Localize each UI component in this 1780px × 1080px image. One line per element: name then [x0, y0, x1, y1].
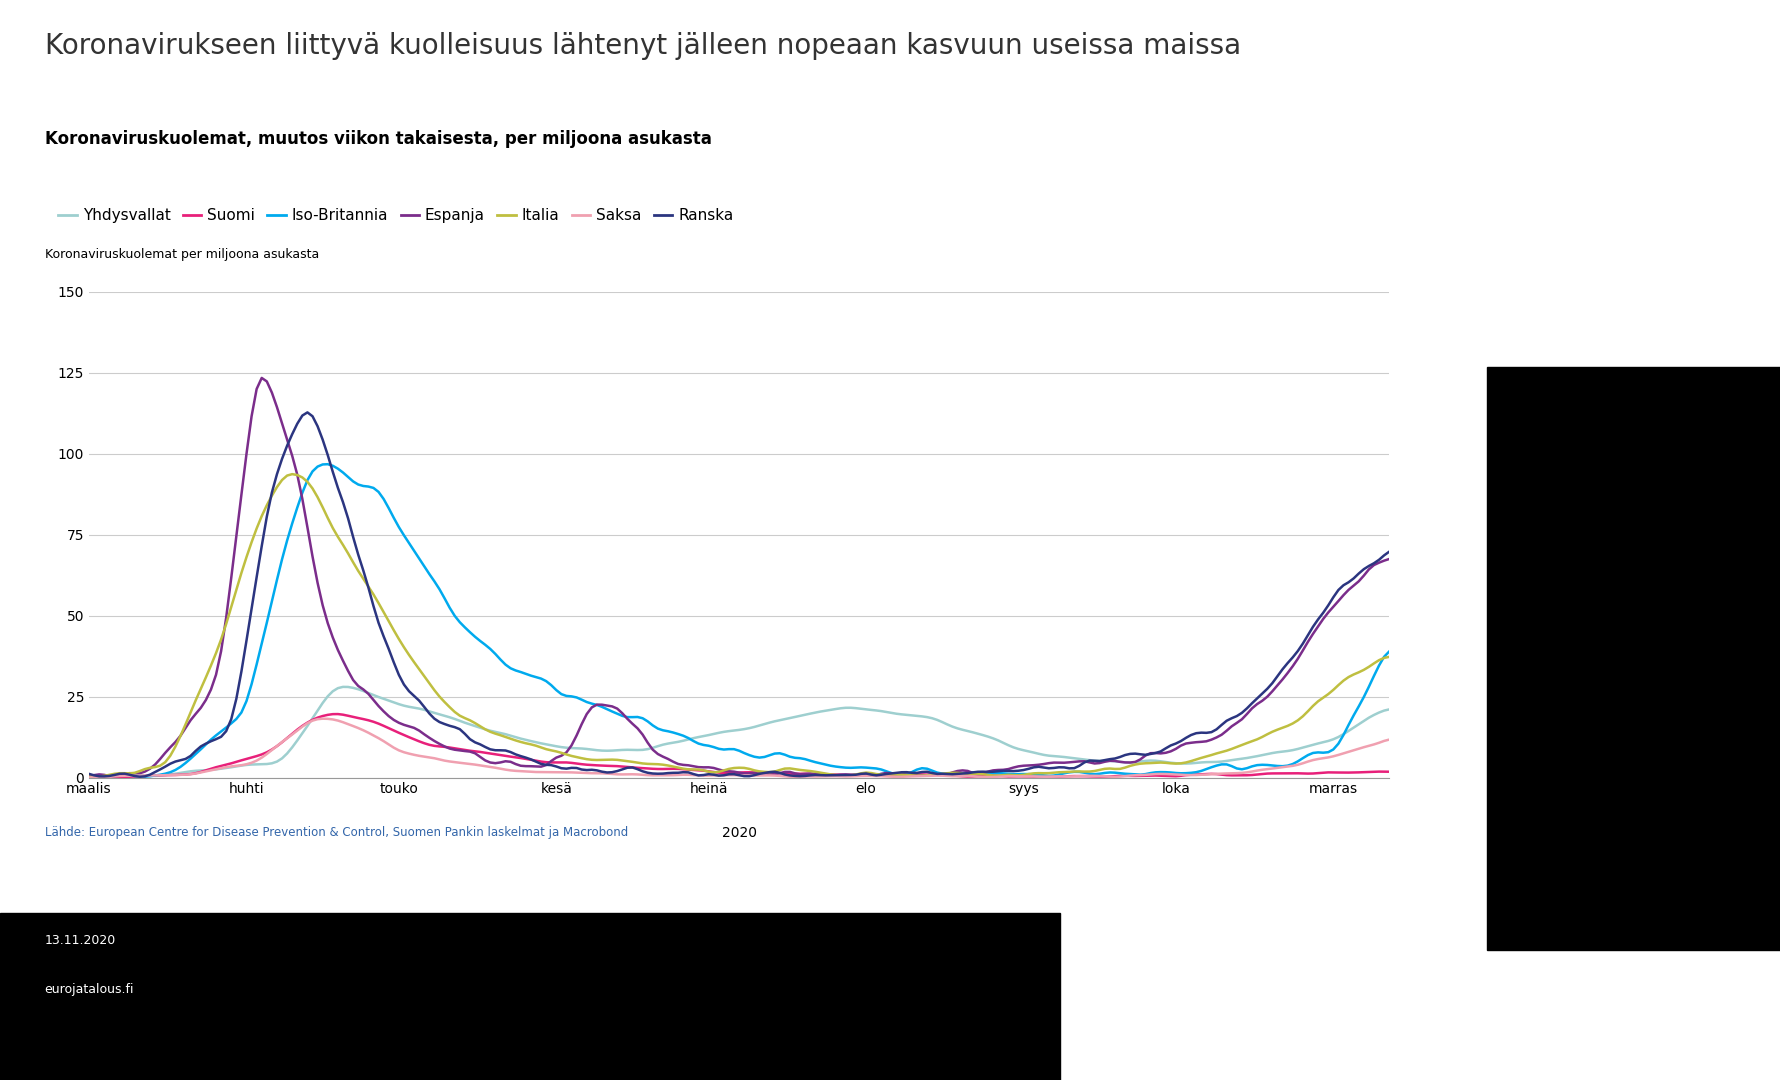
- Text: 13.11.2020: 13.11.2020: [44, 934, 116, 947]
- Text: Lähde: European Centre for Disease Prevention & Control, Suomen Pankin laskelmat: Lähde: European Centre for Disease Preve…: [44, 826, 627, 839]
- Text: Koronavirukseen liittyvä kuolleisuus lähtenyt jälleen nopeaan kasvuun useissa ma: Koronavirukseen liittyvä kuolleisuus läh…: [44, 32, 1241, 60]
- Text: eurojatalous.fi: eurojatalous.fi: [44, 983, 134, 996]
- Text: Koronaviruskuolemat, muutos viikon takaisesta, per miljoona asukasta: Koronaviruskuolemat, muutos viikon takai…: [44, 130, 710, 148]
- Text: 2020: 2020: [721, 826, 756, 840]
- Text: Koronaviruskuolemat per miljoona asukasta: Koronaviruskuolemat per miljoona asukast…: [44, 248, 319, 261]
- Legend: Yhdysvallat, Suomi, Iso-Britannia, Espanja, Italia, Saksa, Ranska: Yhdysvallat, Suomi, Iso-Britannia, Espan…: [52, 202, 739, 229]
